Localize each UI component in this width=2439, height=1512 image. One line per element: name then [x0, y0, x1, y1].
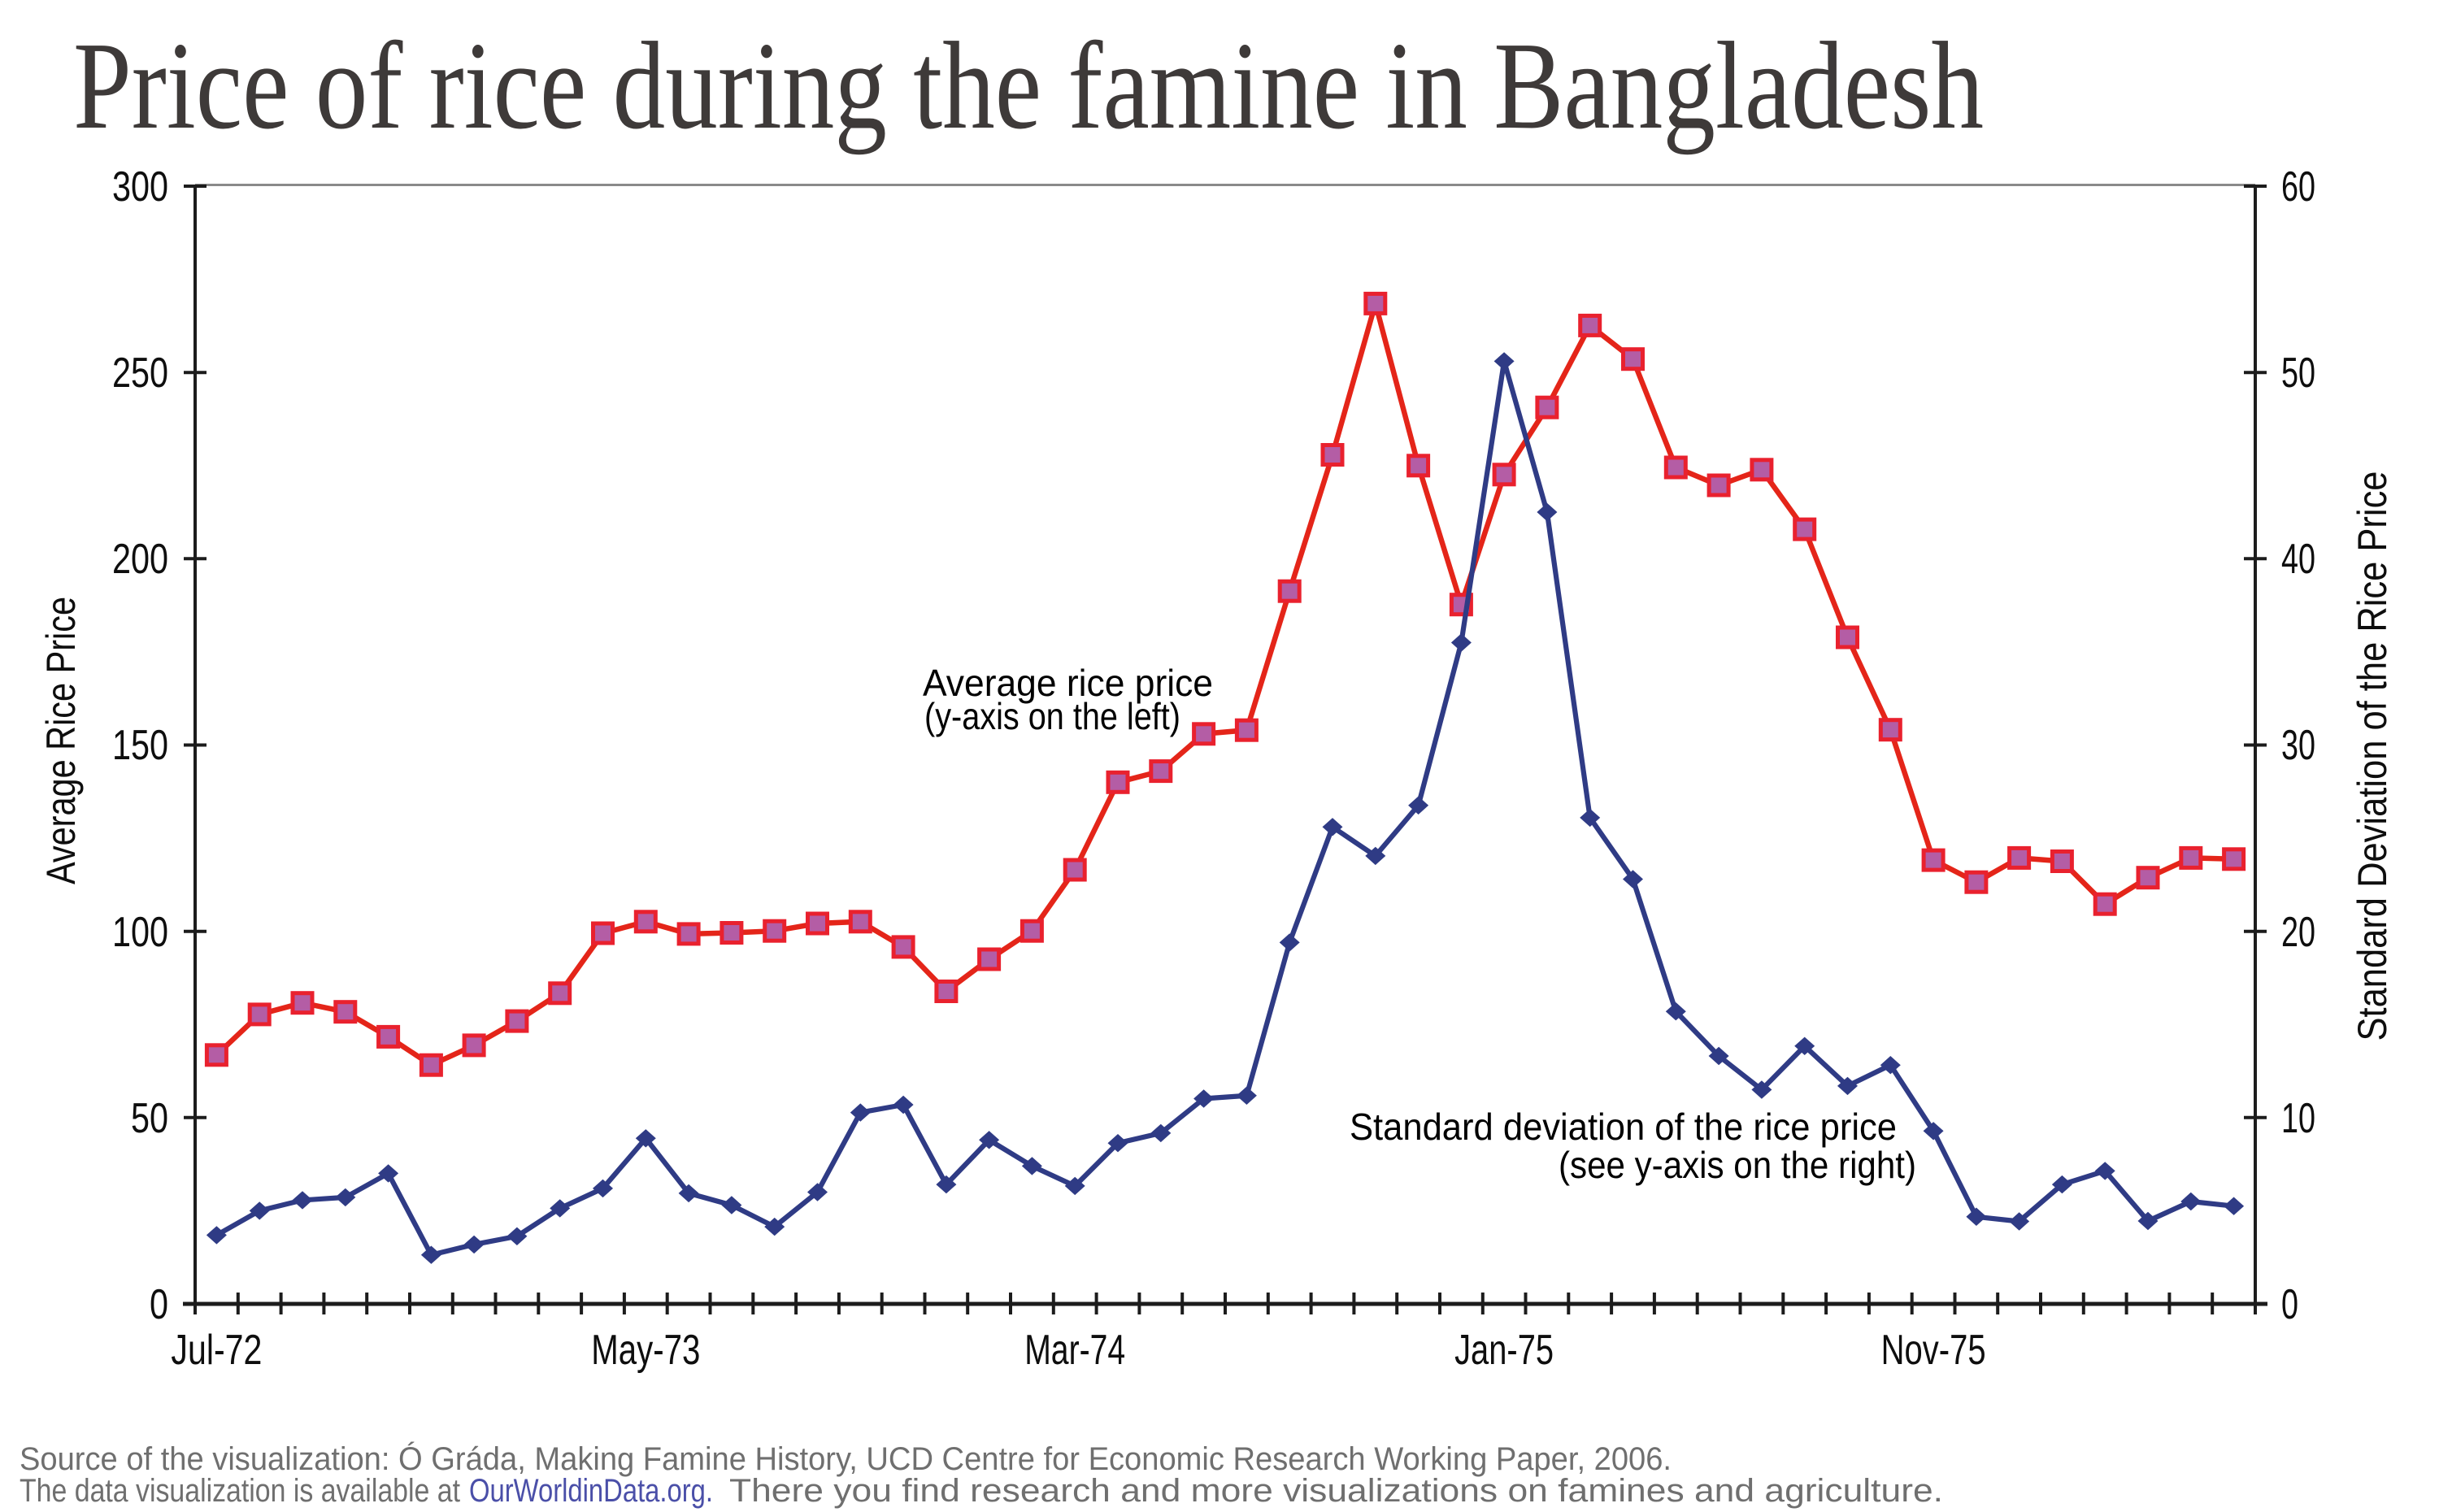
- svg-text:Average rice price: Average rice price: [923, 662, 1213, 704]
- svg-text:10: 10: [2281, 1095, 2315, 1142]
- svg-text:There you find research and mo: There you find research and more visuali…: [729, 1473, 1943, 1509]
- svg-text:Nov-75: Nov-75: [1881, 1327, 1986, 1374]
- svg-text:60: 60: [2281, 163, 2315, 211]
- svg-text:20: 20: [2281, 909, 2315, 956]
- svg-text:OurWorldinData.org.: OurWorldinData.org.: [469, 1473, 713, 1509]
- svg-text:50: 50: [2281, 350, 2315, 397]
- svg-text:(y-axis on the left): (y-axis on the left): [924, 695, 1180, 737]
- svg-text:150: 150: [112, 722, 168, 769]
- svg-text:0: 0: [2281, 1281, 2298, 1328]
- svg-text:May-73: May-73: [591, 1327, 700, 1374]
- svg-text:Mar-74: Mar-74: [1024, 1327, 1125, 1374]
- svg-text:250: 250: [112, 350, 168, 397]
- svg-text:(see y-axis on the right): (see y-axis on the right): [1559, 1144, 1916, 1186]
- svg-text:Price of rice during the famin: Price of rice during the famine in Bangl…: [73, 17, 1984, 155]
- svg-text:50: 50: [131, 1095, 168, 1142]
- svg-text:Jan-75: Jan-75: [1454, 1327, 1554, 1374]
- svg-text:40: 40: [2281, 536, 2315, 583]
- svg-text:300: 300: [112, 163, 168, 211]
- svg-text:Standard Deviation of the Rice: Standard Deviation of the Rice Price: [2350, 471, 2395, 1041]
- svg-text:Standard deviation of the rice: Standard deviation of the rice price: [1350, 1106, 1897, 1148]
- svg-text:Average Rice Price: Average Rice Price: [38, 597, 84, 884]
- svg-text:Source of the visualization: Ó: Source of the visualization: Ó Gráda, Ma…: [20, 1440, 1672, 1477]
- svg-text:100: 100: [112, 909, 168, 956]
- svg-text:30: 30: [2281, 722, 2315, 769]
- svg-text:200: 200: [112, 536, 168, 583]
- svg-text:0: 0: [150, 1281, 168, 1328]
- svg-text:The data visualization is avai: The data visualization is available at: [20, 1473, 460, 1509]
- svg-text:Jul-72: Jul-72: [171, 1327, 262, 1374]
